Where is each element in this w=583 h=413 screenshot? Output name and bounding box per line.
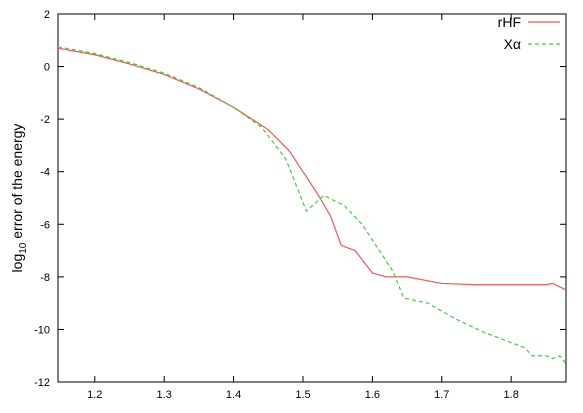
x-tick-label: 1.6 xyxy=(365,389,380,401)
x-tick-label: 1.8 xyxy=(504,389,519,401)
x-tick-label: 1.4 xyxy=(226,389,241,401)
series-line xyxy=(57,47,567,291)
x-tick-label: 1.2 xyxy=(87,389,102,401)
x-tick-label: 1.5 xyxy=(295,389,310,401)
y-label-base: log xyxy=(9,254,25,273)
legend-label: Xα xyxy=(504,36,521,52)
series-line xyxy=(57,46,567,364)
y-label-rest: error of the energy xyxy=(9,124,25,243)
y-tick-label: -8 xyxy=(40,272,50,284)
y-tick-label: -12 xyxy=(34,377,50,389)
y-tick-label: -2 xyxy=(40,114,50,126)
y-tick-label: -6 xyxy=(40,219,50,231)
y-tick-label: -10 xyxy=(34,324,50,336)
plot-frame xyxy=(57,13,567,383)
y-tick-label: -4 xyxy=(40,167,50,179)
y-tick-label: 2 xyxy=(44,9,50,21)
y-label-subscript: 10 xyxy=(18,242,29,254)
legend-label: rHF xyxy=(498,14,521,30)
y-tick-label: 0 xyxy=(44,62,50,74)
x-tick-label: 1.3 xyxy=(157,389,172,401)
y-axis-label: log10 error of the energy xyxy=(9,124,29,273)
x-tick-label: 1.7 xyxy=(434,389,449,401)
